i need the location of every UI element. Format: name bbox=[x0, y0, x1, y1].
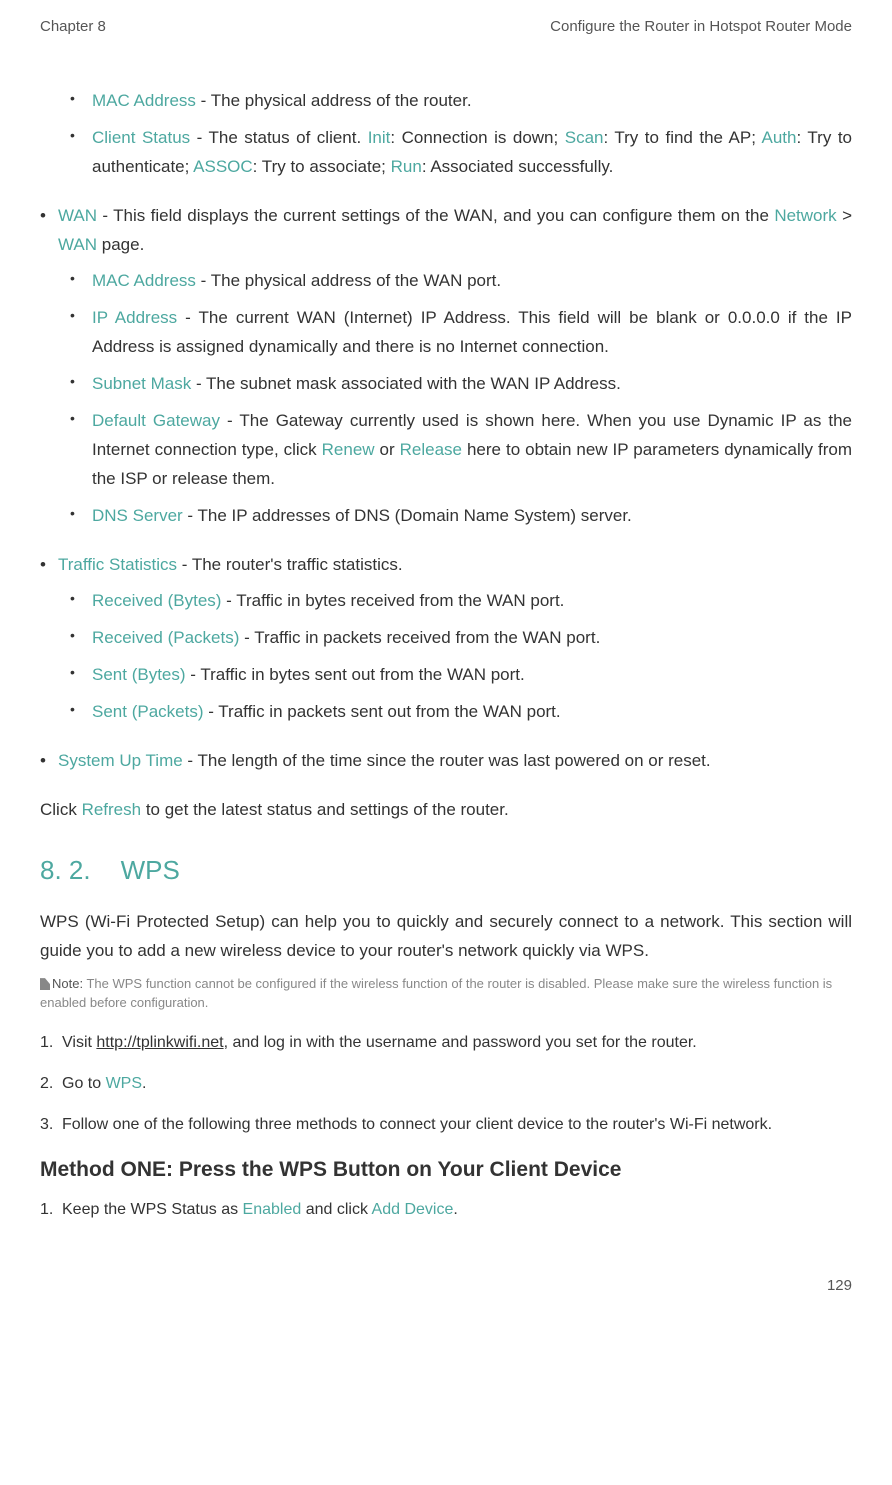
status-text: : Try to find the AP; bbox=[603, 128, 761, 147]
refresh-text-post: to get the latest status and settings of… bbox=[141, 800, 509, 819]
nav-network: Network bbox=[774, 206, 836, 225]
list-item: Subnet Mask - The subnet mask associated… bbox=[40, 370, 852, 399]
term-sent-packets: Sent (Packets) bbox=[92, 702, 204, 721]
page-content: MAC Address - The physical address of th… bbox=[0, 47, 892, 1257]
traffic-section: Traffic Statistics - The router's traffi… bbox=[40, 551, 852, 727]
status-text: : Try to associate; bbox=[253, 157, 391, 176]
nav-wps: WPS bbox=[106, 1075, 142, 1092]
header-title: Configure the Router in Hotspot Router M… bbox=[550, 18, 852, 35]
section-number: 8. 2. bbox=[40, 855, 91, 885]
term-text: or bbox=[375, 440, 400, 459]
term-text: - The current WAN (Internet) IP Address.… bbox=[92, 308, 852, 356]
wps-intro-paragraph: WPS (Wi-Fi Protected Setup) can help you… bbox=[40, 908, 852, 966]
action-refresh: Refresh bbox=[82, 800, 142, 819]
section-heading-wps: 8. 2. WPS bbox=[40, 855, 852, 886]
uptime-section: System Up Time - The length of the time … bbox=[40, 747, 852, 776]
term-text: - Traffic in bytes received from the WAN… bbox=[221, 591, 564, 610]
term-system-uptime: System Up Time bbox=[58, 751, 183, 770]
step-text: , and log in with the username and passw… bbox=[224, 1034, 697, 1051]
note-label: Note: bbox=[52, 976, 83, 991]
method-steps-list: Keep the WPS Status as Enabled and click… bbox=[40, 1196, 852, 1223]
note-paragraph: Note: The WPS function cannot be configu… bbox=[40, 974, 852, 1013]
section-title: WPS bbox=[121, 855, 180, 885]
term-mac-address: MAC Address bbox=[92, 271, 196, 290]
action-release: Release bbox=[400, 440, 462, 459]
nav-separator: > bbox=[837, 206, 852, 225]
term-text: - Traffic in packets received from the W… bbox=[239, 628, 600, 647]
method-one-heading: Method ONE: Press the WPS Button on Your… bbox=[40, 1158, 852, 1182]
list-item: Default Gateway - The Gateway currently … bbox=[40, 407, 852, 494]
term-mac-address: MAC Address bbox=[92, 91, 196, 110]
nav-wan: WAN bbox=[58, 235, 97, 254]
term-text: - The IP addresses of DNS (Domain Name S… bbox=[183, 506, 632, 525]
term-received-bytes: Received (Bytes) bbox=[92, 591, 221, 610]
list-item: Received (Bytes) - Traffic in bytes rece… bbox=[40, 587, 852, 616]
step-text: Keep the WPS Status as bbox=[62, 1201, 243, 1218]
note-text: The WPS function cannot be configured if… bbox=[40, 976, 832, 1011]
step-text: and click bbox=[301, 1201, 371, 1218]
term-client-status: Client Status bbox=[92, 128, 190, 147]
term-text: - The physical address of the router. bbox=[196, 91, 472, 110]
status-text: : Connection is down; bbox=[390, 128, 564, 147]
router-url-link[interactable]: http://tplinkwifi.net bbox=[96, 1034, 223, 1051]
term-text: page. bbox=[97, 235, 144, 254]
term-traffic-statistics: Traffic Statistics bbox=[58, 555, 177, 574]
list-item: System Up Time - The length of the time … bbox=[40, 747, 852, 776]
status-auth: Auth bbox=[762, 128, 797, 147]
status-scan: Scan bbox=[565, 128, 604, 147]
term-text: - The subnet mask associated with the WA… bbox=[191, 374, 621, 393]
term-text: - The router's traffic statistics. bbox=[177, 555, 403, 574]
term-ip-address: IP Address bbox=[92, 308, 177, 327]
list-item: MAC Address - The physical address of th… bbox=[40, 267, 852, 296]
status-run: Run bbox=[391, 157, 422, 176]
term-text: - The length of the time since the route… bbox=[183, 751, 711, 770]
step-item: Keep the WPS Status as Enabled and click… bbox=[40, 1196, 852, 1223]
status-init: Init bbox=[368, 128, 391, 147]
page-header: Chapter 8 Configure the Router in Hotspo… bbox=[0, 0, 892, 47]
list-item: WAN - This field displays the current se… bbox=[40, 202, 852, 260]
term-default-gateway: Default Gateway bbox=[92, 411, 220, 430]
action-renew: Renew bbox=[322, 440, 375, 459]
step-text: Go to bbox=[62, 1075, 106, 1092]
term-dns-server: DNS Server bbox=[92, 506, 183, 525]
term-wan: WAN bbox=[58, 206, 97, 225]
action-add-device: Add Device bbox=[372, 1201, 454, 1218]
first-sublist: MAC Address - The physical address of th… bbox=[40, 87, 852, 182]
term-text: - The physical address of the WAN port. bbox=[196, 271, 501, 290]
status-assoc: ASSOC bbox=[193, 157, 253, 176]
chapter-label: Chapter 8 bbox=[40, 18, 106, 35]
term-text: - The status of client. bbox=[190, 128, 368, 147]
term-sent-bytes: Sent (Bytes) bbox=[92, 665, 186, 684]
list-item: Client Status - The status of client. In… bbox=[40, 124, 852, 182]
list-item: Sent (Bytes) - Traffic in bytes sent out… bbox=[40, 661, 852, 690]
list-item: IP Address - The current WAN (Internet) … bbox=[40, 304, 852, 362]
step-text: . bbox=[453, 1201, 457, 1218]
step-item: Follow one of the following three method… bbox=[40, 1111, 852, 1138]
wan-section: WAN - This field displays the current se… bbox=[40, 202, 852, 531]
status-enabled: Enabled bbox=[243, 1201, 302, 1218]
term-text: - Traffic in bytes sent out from the WAN… bbox=[186, 665, 525, 684]
steps-list: Visit http://tplinkwifi.net, and log in … bbox=[40, 1029, 852, 1139]
term-received-packets: Received (Packets) bbox=[92, 628, 239, 647]
list-item: Sent (Packets) - Traffic in packets sent… bbox=[40, 698, 852, 727]
step-text: . bbox=[142, 1075, 146, 1092]
term-subnet-mask: Subnet Mask bbox=[92, 374, 191, 393]
refresh-text-pre: Click bbox=[40, 800, 82, 819]
page-number: 129 bbox=[827, 1277, 852, 1294]
refresh-paragraph: Click Refresh to get the latest status a… bbox=[40, 796, 852, 825]
list-item: Traffic Statistics - The router's traffi… bbox=[40, 551, 852, 580]
list-item: Received (Packets) - Traffic in packets … bbox=[40, 624, 852, 653]
step-item: Visit http://tplinkwifi.net, and log in … bbox=[40, 1029, 852, 1056]
page-footer: 129 bbox=[0, 1257, 892, 1314]
list-item: MAC Address - The physical address of th… bbox=[40, 87, 852, 116]
term-text: - Traffic in packets sent out from the W… bbox=[204, 702, 561, 721]
note-icon bbox=[40, 978, 50, 990]
step-text: Visit bbox=[62, 1034, 96, 1051]
list-item: DNS Server - The IP addresses of DNS (Do… bbox=[40, 502, 852, 531]
step-item: Go to WPS. bbox=[40, 1070, 852, 1097]
term-text: - This field displays the current settin… bbox=[97, 206, 774, 225]
step-text: Follow one of the following three method… bbox=[62, 1116, 772, 1133]
status-text: : Associated successfully. bbox=[422, 157, 614, 176]
